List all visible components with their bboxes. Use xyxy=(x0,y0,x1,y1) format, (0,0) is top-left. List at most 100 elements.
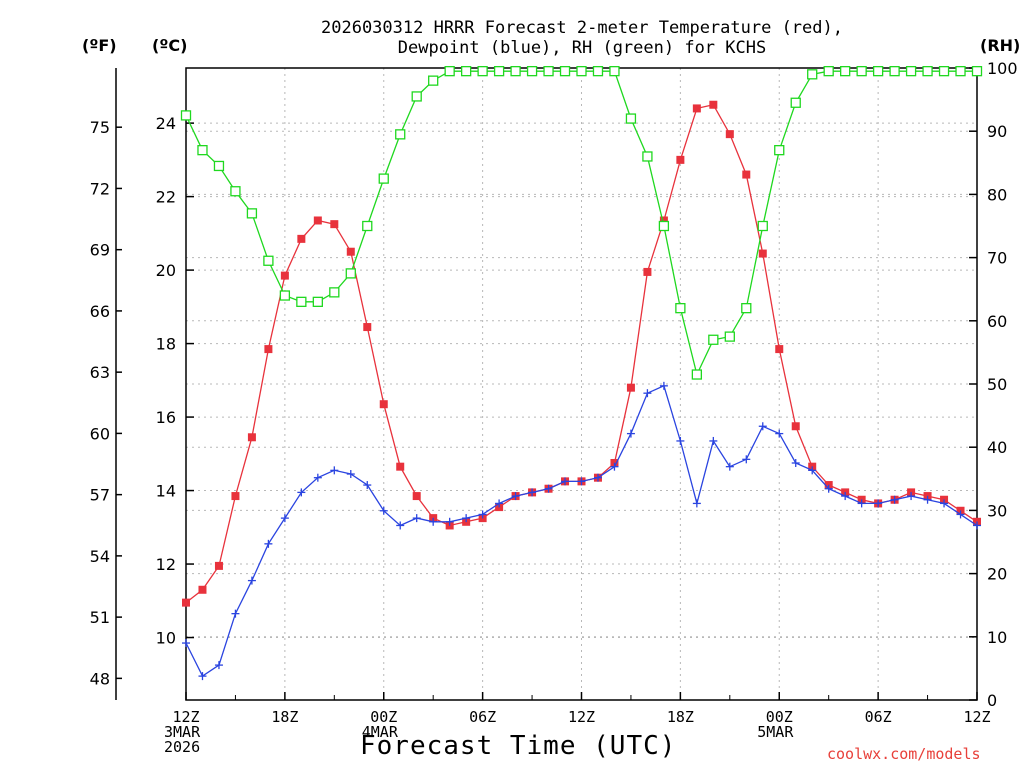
rh-point xyxy=(774,145,785,156)
rh-point xyxy=(263,255,274,266)
rh-point xyxy=(856,66,867,77)
x-tick-label: 12Z xyxy=(963,708,990,726)
rh-point xyxy=(938,66,950,77)
fahrenheit-tick-label: 66 xyxy=(90,302,110,321)
dewpoint-point xyxy=(412,514,421,523)
dewpoint-point xyxy=(643,389,652,398)
rh-point xyxy=(246,208,258,219)
temperature-point xyxy=(412,492,421,501)
temperature-point xyxy=(363,323,372,332)
temperature-point xyxy=(214,561,223,570)
dewpoint-point xyxy=(857,499,866,508)
rh-point xyxy=(279,290,291,301)
rh-point xyxy=(905,66,917,77)
dewpoint-point xyxy=(907,492,916,501)
dewpoint-point xyxy=(593,473,602,482)
rh-point xyxy=(411,91,422,102)
rh-unit-label: (RH) xyxy=(980,36,1021,55)
dewpoint-point xyxy=(429,517,438,526)
x-tick-label: 06Z xyxy=(469,708,496,726)
temperature-point xyxy=(264,345,273,354)
dewpoint-point xyxy=(659,381,668,390)
rh-tick-label: 80 xyxy=(987,185,1007,204)
temperature-point xyxy=(791,422,800,431)
chart-title: 2026030312 HRRR Forecast 2-meter Tempera… xyxy=(0,18,1024,58)
rh-point xyxy=(329,287,340,298)
temperature-point xyxy=(330,220,339,229)
x-tick-label: 18Z xyxy=(271,708,298,726)
dewpoint-point xyxy=(280,514,289,523)
fahrenheit-tick-label: 51 xyxy=(90,608,110,627)
date-label-line: 5MAR xyxy=(757,723,794,741)
dewpoint-point xyxy=(313,473,322,482)
rh-point xyxy=(790,97,801,108)
rh-point xyxy=(823,66,834,77)
rh-point xyxy=(296,296,307,307)
dewpoint-point xyxy=(709,436,718,445)
rh-point xyxy=(395,129,406,140)
rh-tick-label: 90 xyxy=(987,122,1007,141)
rh-point xyxy=(691,369,703,380)
fahrenheit-tick-label: 72 xyxy=(90,179,110,198)
fahrenheit-tick-label: 57 xyxy=(90,486,110,505)
dewpoint-point xyxy=(940,499,949,508)
dewpoint-point xyxy=(396,521,405,530)
temperature-point xyxy=(643,267,652,276)
dewpoint-point xyxy=(676,436,685,445)
rh-point xyxy=(493,66,505,77)
rh-point xyxy=(609,66,620,77)
dewpoint-point xyxy=(890,495,899,504)
dewpoint-point xyxy=(824,484,833,493)
rh-point xyxy=(922,66,933,77)
rh-point xyxy=(576,66,587,77)
dewpoint-point xyxy=(973,521,981,530)
temperature-point xyxy=(626,383,635,392)
rh-point xyxy=(378,173,389,184)
dewpoint-point xyxy=(363,481,372,490)
date-label-line: 3MAR xyxy=(164,723,201,741)
rh-point xyxy=(197,145,208,156)
dewpoint-point xyxy=(791,459,800,467)
fahrenheit-tick-label: 69 xyxy=(90,241,110,260)
dewpoint-point xyxy=(692,499,701,508)
rh-point xyxy=(872,66,884,77)
credit-link[interactable]: coolwx.com/models xyxy=(827,745,981,763)
x-tick-label: 12Z xyxy=(568,708,595,726)
temperature-point xyxy=(725,130,734,139)
rh-point xyxy=(526,66,538,77)
dewpoint-point xyxy=(544,484,553,493)
dewpoint-point xyxy=(182,639,190,648)
dewpoint-point xyxy=(610,462,619,471)
date-label-line: 2026 xyxy=(164,738,201,756)
rh-point xyxy=(543,66,554,77)
rh-tick-label: 100 xyxy=(987,59,1018,78)
dewpoint-point xyxy=(626,429,635,438)
dewpoint-point xyxy=(297,488,306,497)
rh-tick-label: 20 xyxy=(987,565,1007,584)
rh-tick-label: 40 xyxy=(987,438,1007,457)
dewpoint-point xyxy=(247,576,256,585)
date-label: 5MAR xyxy=(757,725,793,740)
x-tick-label: 00Z xyxy=(370,708,397,726)
celsius-tick-label: 10 xyxy=(156,629,176,648)
temperature-point xyxy=(659,216,668,225)
rh-point xyxy=(625,113,637,124)
dewpoint-point xyxy=(198,672,207,681)
rh-point xyxy=(592,66,604,77)
temperature-point xyxy=(676,155,685,164)
celsius-unit-label: (ºC) xyxy=(152,36,188,55)
celsius-tick-label: 20 xyxy=(156,261,176,280)
rh-point xyxy=(460,66,472,77)
temperature-point xyxy=(247,433,256,442)
x-tick-label: 12Z xyxy=(172,708,199,726)
rh-tick-label: 0 xyxy=(987,691,997,710)
celsius-tick-label: 24 xyxy=(156,114,176,133)
dewpoint-point xyxy=(445,517,454,526)
x-tick-label: 00Z xyxy=(766,708,793,726)
rh-point xyxy=(741,303,752,314)
fahrenheit-tick-label: 60 xyxy=(90,424,110,443)
dewpoint-point xyxy=(478,510,487,519)
x-tick-label: 18Z xyxy=(667,708,694,726)
temperature-point xyxy=(297,234,306,243)
rh-point xyxy=(345,268,356,279)
